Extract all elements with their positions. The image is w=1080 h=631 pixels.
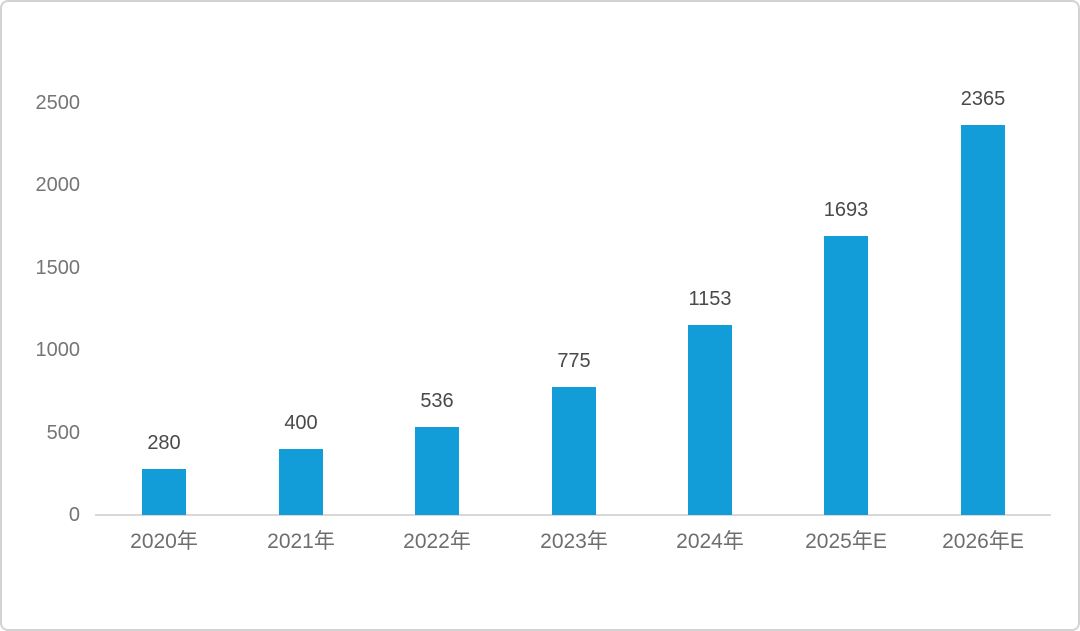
y-tick-label: 2500 (35, 92, 81, 114)
x-tick-label: 2026年E (942, 530, 1024, 553)
bar-value-label: 1153 (688, 288, 732, 310)
bar (961, 125, 1005, 515)
y-tick-label: 0 (68, 504, 80, 526)
x-tick-label: 2022年 (403, 530, 471, 553)
x-tick-label: 2021年 (267, 530, 335, 553)
x-tick-label: 2023年 (540, 530, 608, 553)
y-tick-label: 1500 (35, 256, 81, 279)
y-tick-label: 1000 (35, 339, 81, 362)
bar (279, 449, 323, 515)
x-tick-label: 2024年 (676, 530, 744, 553)
bar (688, 325, 732, 515)
bar-value-label: 400 (284, 412, 318, 434)
bar-value-label: 775 (557, 350, 591, 372)
y-tick-label: 500 (46, 421, 80, 444)
bar (415, 427, 459, 515)
bar-value-label: 280 (147, 432, 181, 454)
x-tick-label: 2020年 (130, 530, 198, 553)
bar-value-label: 1693 (823, 199, 869, 221)
bar (824, 236, 868, 515)
y-tick-label: 2000 (35, 174, 81, 197)
x-tick-label: 2025年E (805, 530, 887, 553)
bar (142, 469, 186, 515)
bar-value-label: 2365 (960, 88, 1006, 110)
bar (552, 387, 596, 515)
bar-value-label: 536 (420, 390, 454, 412)
x-axis-line (95, 514, 1051, 516)
